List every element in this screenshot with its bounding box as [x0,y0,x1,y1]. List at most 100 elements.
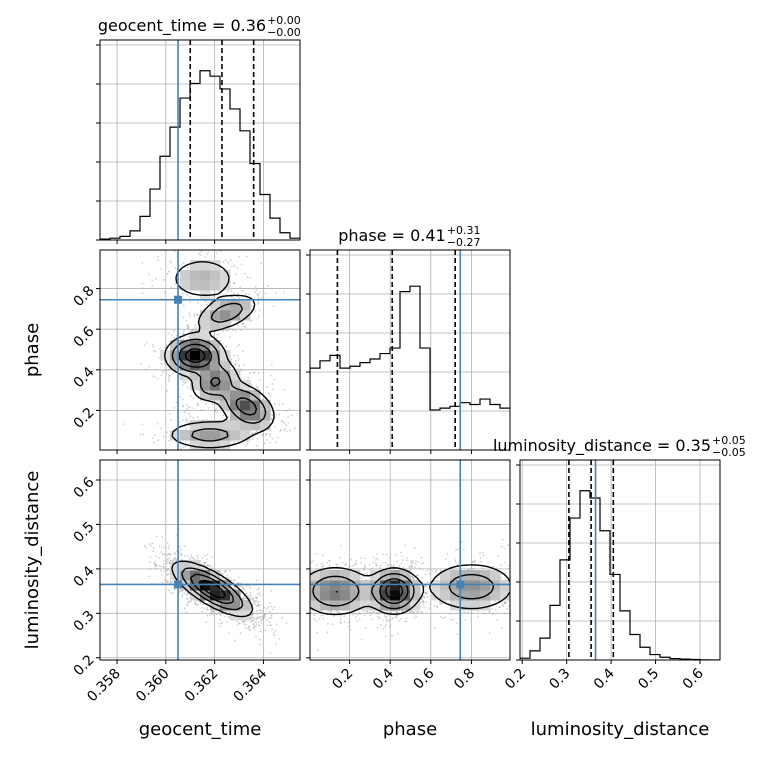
hist-bin [140,216,150,240]
luminosity_distance-tick-label: 0.5 [71,519,98,546]
contour-line [171,560,254,618]
contour-line [171,302,267,442]
hist-luminosity_distance-frame [519,459,721,661]
panel-luminosity_distance-vs-geocent_time-frame [99,459,301,661]
hist-geocent_time-frame [99,39,301,241]
title-plus: +0.31 [447,224,481,237]
hist-bin [230,109,240,240]
title-text: geocent_time = 0.36 [98,16,266,36]
title-text: phase = 0.41 [338,226,445,245]
hist-bin [420,348,430,450]
phase-tick-label: 0.4 [71,364,98,391]
hist-bin [350,366,360,450]
hist-bin [480,399,490,450]
title-geocent_time: geocent_time = 0.36 +0.00−0.00 [98,14,301,39]
luminosity_distance-tick-label: 0.6 [680,665,707,692]
title-luminosity_distance: luminosity_distance = 0.35 +0.05−0.05 [493,434,746,459]
hist-bin [410,286,420,450]
hist-bin [550,605,560,660]
hist-bin [600,531,610,660]
hist-phase-frame [309,249,511,451]
phase-tick-label: 0.2 [71,405,98,432]
hist-bin [330,355,340,450]
title-phase: phase = 0.41 +0.31−0.27 [338,224,480,249]
luminosity_distance-tick-label: 0.2 [502,666,529,693]
panel-phase-vs-geocent_time [100,250,300,450]
panel-phase-vs-geocent_time-frame [99,249,301,451]
hist-luminosity_distance [520,460,720,660]
geocent_time-tick-label: 0.362 [182,666,222,706]
hist-bin [570,518,580,660]
hist-bin [310,368,320,450]
hist-bin [530,651,540,660]
hist-geocent_time [100,40,300,240]
x-axis-label-phase: phase [383,719,437,740]
luminosity_distance-tick-label: 0.3 [546,666,573,693]
hist-step-line [310,285,510,450]
truth-marker [456,580,465,589]
hist-bin [250,164,260,240]
luminosity_distance-tick-label: 0.6 [71,474,98,501]
hist-bin [280,233,290,240]
luminosity_distance-tick-label: 0.2 [71,652,98,679]
title-minus: −0.00 [267,26,301,39]
panel-luminosity_distance-vs-phase-frame [309,459,511,661]
x-axis-label-luminosity_distance: luminosity_distance [531,719,710,740]
hist-bin [400,292,410,450]
panel-luminosity_distance-vs-geocent_time [100,460,300,660]
hist-bin [540,638,550,660]
hist-step-line [100,70,300,240]
hist-phase [310,250,510,450]
truth-marker [174,295,183,304]
phase-tick-label: 0.8 [451,666,478,693]
panel-luminosity_distance-vs-phase [310,460,510,660]
hist-bin [370,359,380,450]
hist-bin [460,403,470,450]
title-plus: +0.00 [267,14,301,27]
contour-line [164,261,275,449]
hist-bin [130,231,140,240]
hist-bin [240,131,250,240]
truth-marker [174,580,183,589]
hist-bin [270,218,280,240]
geocent_time-tick-label: 0.358 [84,666,124,706]
hist-bin [200,71,210,240]
hist-bin [440,408,450,450]
hist-bin [340,368,350,450]
hist-bin [630,635,640,660]
luminosity_distance-tick-label: 0.4 [591,665,618,692]
hist-bin [580,491,590,660]
contour-line [184,348,206,364]
luminosity_distance-tick-label: 0.5 [635,666,662,693]
hist-bin [150,189,160,240]
geocent_time-tick-label: 0.364 [231,665,271,705]
hist-bin [650,655,660,660]
hist-bin [320,361,330,450]
luminosity_distance-tick-label: 0.4 [71,563,98,590]
hist-bin [430,410,440,450]
title-minus: −0.27 [447,236,481,249]
phase-tick-label: 0.6 [71,323,98,350]
hist-bin [180,98,190,240]
hist-bin [620,611,630,660]
hist-bin [640,647,650,660]
contour-line [335,578,409,605]
hist-step-line [520,490,720,660]
title-text: luminosity_distance = 0.35 [493,436,711,456]
contour-line [198,579,226,599]
title-plus: +0.05 [712,434,746,447]
x-axis-label-geocent_time: geocent_time [139,719,262,740]
geocent_time-tick-label: 0.360 [133,666,173,706]
y-axis-label-phase: phase [22,323,43,377]
contour-line [178,343,258,416]
title-minus: −0.05 [712,446,746,459]
contour-line [310,564,510,616]
hist-bin [360,363,370,450]
phase-tick-label: 0.2 [329,666,356,693]
phase-tick-label: 0.8 [71,283,98,310]
hist-bin [160,156,170,240]
phase-tick-label: 0.6 [411,665,438,692]
phase-tick-label: 0.4 [370,665,397,692]
y-axis-label-luminosity_distance: luminosity_distance [22,471,43,650]
